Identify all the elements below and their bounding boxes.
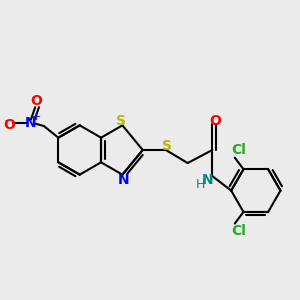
Text: O: O	[31, 94, 43, 108]
Text: Cl: Cl	[232, 224, 247, 238]
Text: O: O	[209, 114, 221, 128]
Text: S: S	[162, 139, 172, 153]
Text: N: N	[201, 172, 213, 187]
Text: S: S	[116, 114, 126, 128]
Text: H: H	[196, 178, 205, 191]
Text: N: N	[118, 173, 130, 187]
Text: N: N	[25, 116, 37, 130]
Text: +: +	[32, 112, 41, 122]
Text: Cl: Cl	[232, 143, 247, 158]
Text: O: O	[3, 118, 15, 132]
Text: -: -	[5, 114, 9, 128]
